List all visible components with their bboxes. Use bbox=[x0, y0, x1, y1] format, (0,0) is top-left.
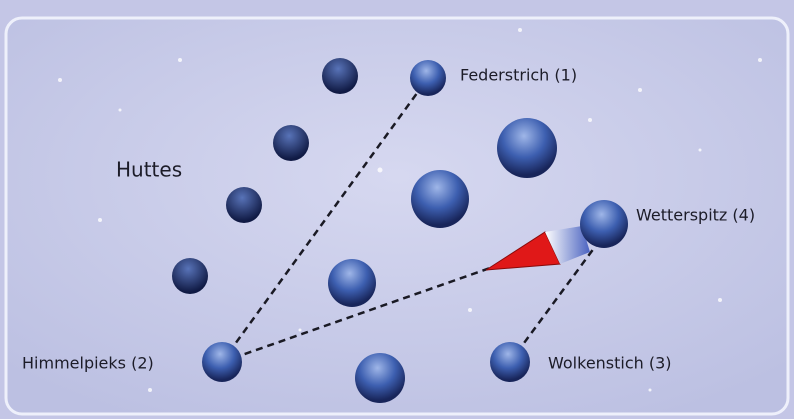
location-label: Wolkenstich (3) bbox=[548, 354, 672, 373]
town bbox=[202, 342, 242, 382]
location-label: Himmelpieks (2) bbox=[22, 354, 154, 373]
map: Huttes Federstrich (1) Himmelpieks (2) W… bbox=[0, 0, 794, 419]
town bbox=[411, 170, 469, 228]
town bbox=[410, 60, 446, 96]
town bbox=[497, 118, 557, 178]
town bbox=[580, 200, 628, 248]
town bbox=[328, 259, 376, 307]
hut bbox=[273, 125, 309, 161]
hut bbox=[226, 187, 262, 223]
location-label: Federstrich (1) bbox=[460, 66, 577, 85]
region-label: Huttes bbox=[116, 158, 182, 182]
page: {"region_label": "Huttes", "locations": … bbox=[0, 0, 794, 419]
town bbox=[355, 353, 405, 403]
location-label: Wetterspitz (4) bbox=[636, 206, 755, 225]
hut bbox=[322, 58, 358, 94]
town bbox=[490, 342, 530, 382]
hut bbox=[172, 258, 208, 294]
